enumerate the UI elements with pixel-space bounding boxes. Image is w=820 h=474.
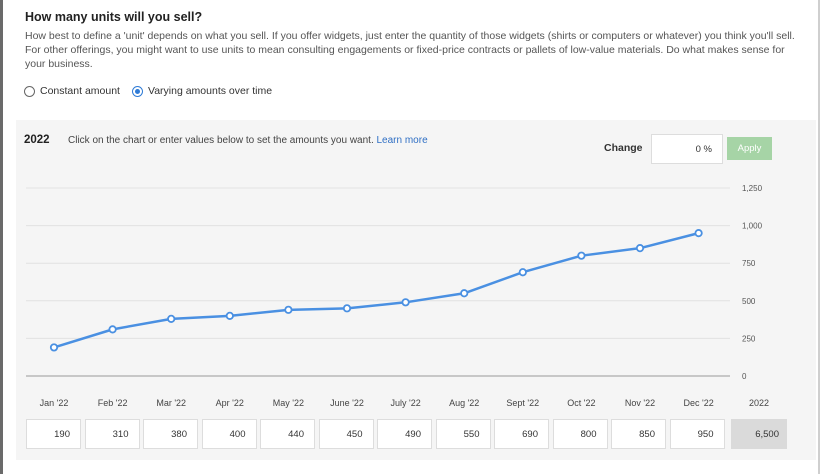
radio-constant-amount-label: Constant amount bbox=[40, 85, 120, 97]
month-value-input[interactable]: 550 bbox=[435, 419, 491, 449]
month-value-input[interactable]: 850 bbox=[611, 419, 666, 449]
radio-varying-amounts-circle[interactable] bbox=[131, 85, 143, 97]
question-description: How best to define a 'unit' depends on w… bbox=[25, 30, 795, 70]
x-tick-label: June '22 bbox=[330, 398, 364, 408]
data-point[interactable] bbox=[284, 305, 293, 314]
radio-constant-amount-circle[interactable] bbox=[24, 85, 35, 97]
change-label: Change bbox=[604, 142, 643, 154]
month-value-input[interactable]: 690 bbox=[494, 419, 549, 449]
question-title: How many units will you sell? bbox=[25, 10, 203, 24]
year-label: 2022 bbox=[24, 134, 50, 146]
right-border bbox=[818, 0, 820, 474]
data-point[interactable] bbox=[49, 343, 59, 352]
radio-varying-amounts-label: Varying amounts over time bbox=[147, 85, 273, 97]
y-axis-ticks: 0 250 500 750 1,000 1,250 bbox=[742, 184, 763, 381]
data-point[interactable] bbox=[577, 251, 586, 260]
chart-grid bbox=[26, 187, 730, 377]
y-tick-label: 0 bbox=[742, 372, 747, 381]
change-percent-input[interactable]: 0 % bbox=[651, 134, 723, 164]
total-year-label: 2022 bbox=[749, 398, 769, 408]
x-tick-label: Oct '22 bbox=[567, 398, 595, 408]
apply-button[interactable]: Apply bbox=[727, 137, 772, 160]
month-value-input[interactable]: 400 bbox=[201, 419, 257, 449]
x-tick-label: May '22 bbox=[273, 398, 304, 408]
chart-panel: 2022 Click on the chart or enter values … bbox=[16, 120, 816, 460]
learn-more-link[interactable]: Learn more bbox=[376, 135, 428, 146]
chart-instructions: Click on the chart or enter values below… bbox=[68, 135, 428, 146]
x-tick-label: Jan '22 bbox=[40, 398, 69, 408]
radio-varying-amounts[interactable]: Varying amounts over time bbox=[131, 85, 273, 97]
data-point[interactable] bbox=[225, 311, 234, 320]
data-point[interactable] bbox=[401, 298, 410, 307]
x-tick-label: July '22 bbox=[390, 398, 420, 408]
x-tick-label: Aug '22 bbox=[449, 398, 479, 408]
radio-constant-amount[interactable]: Constant amount bbox=[24, 85, 120, 97]
left-border bbox=[0, 0, 3, 474]
data-point[interactable] bbox=[460, 289, 469, 298]
y-tick-label: 1,250 bbox=[742, 184, 763, 193]
data-point[interactable] bbox=[342, 304, 352, 313]
x-tick-label: Apr '22 bbox=[216, 398, 244, 408]
month-value-input[interactable]: 950 bbox=[669, 419, 725, 449]
x-tick-label: Mar '22 bbox=[156, 398, 186, 408]
total-2022-value: 6,500 bbox=[731, 419, 787, 449]
chart-series-line bbox=[53, 231, 699, 349]
data-point[interactable] bbox=[635, 244, 645, 253]
x-tick-label: Nov '22 bbox=[625, 398, 655, 408]
instructions-text: Click on the chart or enter values below… bbox=[68, 135, 374, 146]
x-tick-label: Sept '22 bbox=[506, 398, 539, 408]
y-tick-label: 750 bbox=[742, 259, 756, 268]
monthly-inputs-row: 190 310 380 400 440 450 490 550 690 800 850 950 bbox=[26, 419, 728, 449]
data-point[interactable] bbox=[167, 314, 176, 323]
month-value-input[interactable]: 800 bbox=[552, 419, 608, 449]
data-point[interactable] bbox=[694, 229, 703, 238]
data-point[interactable] bbox=[108, 325, 117, 334]
month-value-input[interactable]: 440 bbox=[260, 419, 315, 449]
y-tick-label: 1,000 bbox=[742, 222, 763, 231]
units-mode-radio-group: Constant amount Varying amounts over tim… bbox=[24, 85, 284, 97]
y-tick-label: 250 bbox=[742, 334, 756, 343]
x-tick-label: Dec '22 bbox=[683, 398, 713, 408]
x-tick-label: Feb '22 bbox=[98, 398, 128, 408]
month-value-input[interactable]: 190 bbox=[26, 419, 81, 449]
month-value-input[interactable]: 490 bbox=[377, 419, 432, 449]
series-line bbox=[53, 231, 699, 349]
data-point[interactable] bbox=[518, 268, 527, 277]
y-tick-label: 500 bbox=[742, 297, 756, 306]
month-value-input[interactable]: 450 bbox=[318, 419, 374, 449]
month-value-input[interactable]: 380 bbox=[143, 419, 198, 449]
month-value-input[interactable]: 310 bbox=[84, 419, 140, 449]
x-axis-ticks: Jan '22 Feb '22 Mar '22 Apr '22 May '22 June … bbox=[40, 398, 769, 408]
chart-points[interactable] bbox=[49, 229, 703, 352]
